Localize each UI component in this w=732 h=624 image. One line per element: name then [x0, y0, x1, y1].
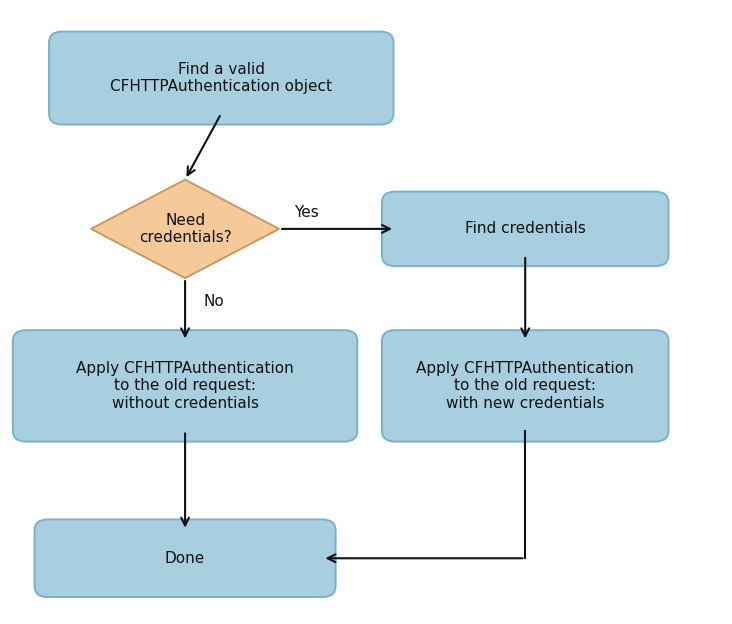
Text: Apply CFHTTPAuthentication
to the old request:
without credentials: Apply CFHTTPAuthentication to the old re… [76, 361, 294, 411]
Text: Find a valid
CFHTTPAuthentication object: Find a valid CFHTTPAuthentication object [111, 62, 332, 94]
Polygon shape [91, 180, 279, 278]
FancyBboxPatch shape [13, 330, 357, 442]
Text: Yes: Yes [294, 205, 318, 220]
Text: Done: Done [165, 551, 205, 566]
FancyBboxPatch shape [49, 32, 394, 125]
Text: No: No [203, 293, 224, 308]
FancyBboxPatch shape [34, 519, 335, 597]
Text: Apply CFHTTPAuthentication
to the old request:
with new credentials: Apply CFHTTPAuthentication to the old re… [417, 361, 634, 411]
Text: Need
credentials?: Need credentials? [138, 213, 231, 245]
FancyBboxPatch shape [382, 330, 668, 442]
FancyBboxPatch shape [382, 192, 668, 266]
Text: Find credentials: Find credentials [465, 222, 586, 236]
